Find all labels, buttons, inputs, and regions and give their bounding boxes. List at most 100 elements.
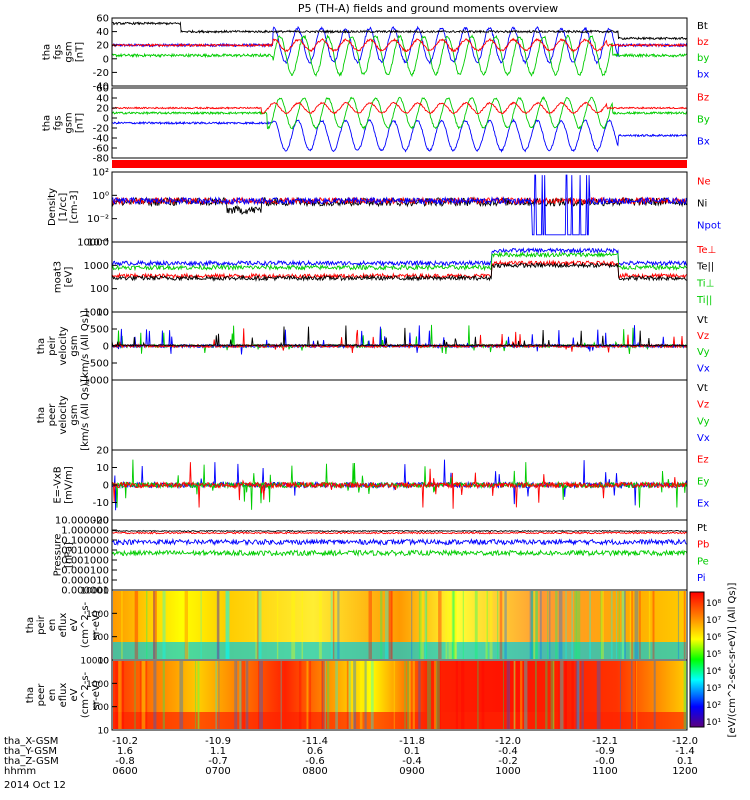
spectrogram-streak xyxy=(575,661,580,729)
spectrogram-streak xyxy=(184,591,189,659)
spectrogram-streak xyxy=(558,591,563,659)
colorbar-tick: 10³ xyxy=(706,684,721,694)
legend-entry: Ne xyxy=(697,177,711,188)
y-tick-label: 10 xyxy=(96,463,109,474)
spectrogram-streak xyxy=(179,661,184,729)
spectrogram-streak xyxy=(424,591,427,659)
y-tick-label: 10⁻⁴ xyxy=(87,238,109,249)
y-tick-label: -20 xyxy=(93,68,109,79)
y-tick-label: 0.010000 xyxy=(61,546,109,557)
spectrogram-streak xyxy=(391,591,393,659)
y-axis-label: gsm xyxy=(64,112,75,133)
spectrogram-streak xyxy=(418,661,421,729)
spectrogram-streak xyxy=(560,661,564,729)
spectrogram-streak xyxy=(451,591,455,659)
spectrogram-streak xyxy=(683,591,686,659)
legend-entry: Ey xyxy=(697,476,709,487)
spectrogram-streak xyxy=(571,661,574,729)
spectrogram-streak xyxy=(359,661,363,729)
spectrogram-streak xyxy=(631,591,634,659)
spectrogram-streak xyxy=(427,661,432,729)
x-row-label: hhmm xyxy=(4,766,36,777)
x-value: -0.2 xyxy=(498,756,518,767)
spectrogram-streak xyxy=(404,661,406,729)
pb-trace xyxy=(111,531,688,535)
legend-entry: Ez xyxy=(697,455,709,466)
spectrogram-streak xyxy=(351,661,354,729)
data-traces xyxy=(111,21,688,558)
colorbar-tick: 10¹ xyxy=(706,718,721,728)
legend-entry: Bz xyxy=(697,93,709,104)
y-axis-label: fgs xyxy=(53,115,64,130)
y-axis-label: peer xyxy=(47,403,58,427)
spectrogram-streak xyxy=(408,661,411,729)
legend-entry: by xyxy=(697,53,709,64)
x-value: -0.9 xyxy=(595,746,615,757)
spectrogram-streak xyxy=(630,661,633,729)
y-axis-label: peer xyxy=(36,683,47,707)
y-tick-label: 1000 xyxy=(84,261,109,272)
panel-frame xyxy=(111,17,688,87)
y-tick-label: -40 xyxy=(93,134,109,145)
y-tick-label: 40 xyxy=(96,27,109,38)
spectrogram-streak xyxy=(323,661,326,729)
spectrogram-streak xyxy=(433,661,437,729)
y-axis-label: sr-eV) xyxy=(91,680,102,709)
spectrogram-streak xyxy=(453,591,457,659)
spectrogram-streak xyxy=(589,591,591,659)
bt-trace xyxy=(111,21,688,41)
spectrogram-streak xyxy=(452,591,456,659)
y-tick-label: 60 xyxy=(96,84,109,95)
spectrogram-streak xyxy=(455,661,459,729)
x-value: 1200 xyxy=(672,766,697,777)
legend-entry: Vt xyxy=(697,315,708,326)
y-tick-label: -80 xyxy=(93,154,109,165)
legend-entry: Ti|| xyxy=(696,295,712,306)
spectrogram-streak xyxy=(438,661,441,729)
spectrogram-streak xyxy=(335,661,338,729)
spectrogram-streak xyxy=(486,591,489,659)
y-tick-label: 0.000001 xyxy=(61,586,109,597)
spectrogram-streak xyxy=(639,591,641,659)
y-axis-label: velocity xyxy=(58,395,69,434)
y-tick-label: 10 xyxy=(96,308,109,319)
spectrogram-streak xyxy=(420,591,424,659)
spectrogram-streak xyxy=(301,591,304,659)
spectrogram-streak xyxy=(368,591,372,659)
x-value: -11.4 xyxy=(302,736,328,747)
spectrogram-streak xyxy=(239,661,243,729)
spectrogram-streak xyxy=(524,661,528,729)
y-tick-label: 20 xyxy=(96,446,109,457)
y-tick-label: 10⁻² xyxy=(87,214,109,225)
spectrogram-streak xyxy=(384,591,389,659)
y-tick-label: 0.100000 xyxy=(61,536,109,547)
x-value: -0.7 xyxy=(208,756,228,767)
y-tick-label: 0.000100 xyxy=(61,566,109,577)
spectrogram-streak xyxy=(438,591,442,659)
y-axis-label: eV xyxy=(69,618,80,631)
y-tick-label: 10000 xyxy=(80,657,109,667)
spectrogram-streak xyxy=(346,661,349,729)
pe-trace xyxy=(111,548,688,558)
spectrogram-streak xyxy=(552,661,555,729)
spectrogram-streak xyxy=(337,591,340,659)
spectrogram-streak xyxy=(499,591,503,659)
x-value: -0.8 xyxy=(115,756,135,767)
x-row-label: tha_X-GSM xyxy=(4,736,58,747)
by-trace xyxy=(111,95,688,131)
spectrogram-streak xyxy=(412,661,415,729)
spectrogram-streak xyxy=(550,661,555,729)
spectrogram-streak xyxy=(489,591,493,659)
date-label: 2014 Oct 12 xyxy=(4,780,66,791)
spectrogram-streak xyxy=(485,591,488,659)
spectrogram-streak xyxy=(634,591,639,659)
spectrogram-streak xyxy=(513,661,516,729)
panel-frame xyxy=(111,87,688,159)
y-axis-label: tha xyxy=(42,44,53,60)
x-value: -0.6 xyxy=(305,756,325,767)
spectrogram-streak xyxy=(215,661,217,729)
y-axis-label: [nPa] xyxy=(64,542,75,568)
x-value: 0800 xyxy=(302,766,327,777)
legend-entry: Ti⊥ xyxy=(696,278,714,289)
